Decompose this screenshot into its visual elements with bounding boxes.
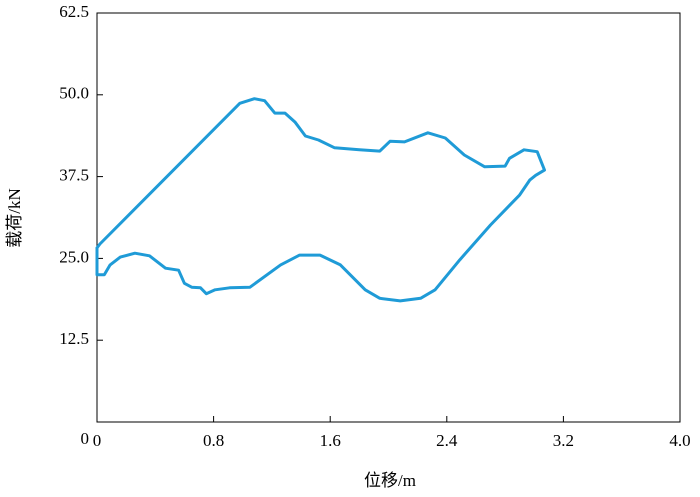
x-tick-label: 3.2 bbox=[553, 431, 574, 450]
x-axis-label: 位移/m bbox=[364, 471, 416, 490]
y-tick-label: 62.5 bbox=[59, 2, 89, 21]
y-tick-label: 0 bbox=[81, 429, 90, 448]
y-tick-label: 50.0 bbox=[59, 84, 89, 103]
y-axis-label: 载荷/kN bbox=[5, 188, 24, 248]
x-tick-label: 2.4 bbox=[436, 431, 458, 450]
x-tick-label: 0.8 bbox=[203, 431, 224, 450]
y-tick-label: 25.0 bbox=[59, 247, 89, 266]
x-tick-label: 1.6 bbox=[320, 431, 341, 450]
y-tick-label: 12.5 bbox=[59, 329, 89, 348]
x-tick-label: 0 bbox=[93, 431, 102, 450]
x-tick-label: 4.0 bbox=[669, 431, 690, 450]
data-line bbox=[95, 97, 546, 303]
plot-frame bbox=[96, 12, 681, 423]
y-tick-label: 37.5 bbox=[59, 166, 89, 185]
